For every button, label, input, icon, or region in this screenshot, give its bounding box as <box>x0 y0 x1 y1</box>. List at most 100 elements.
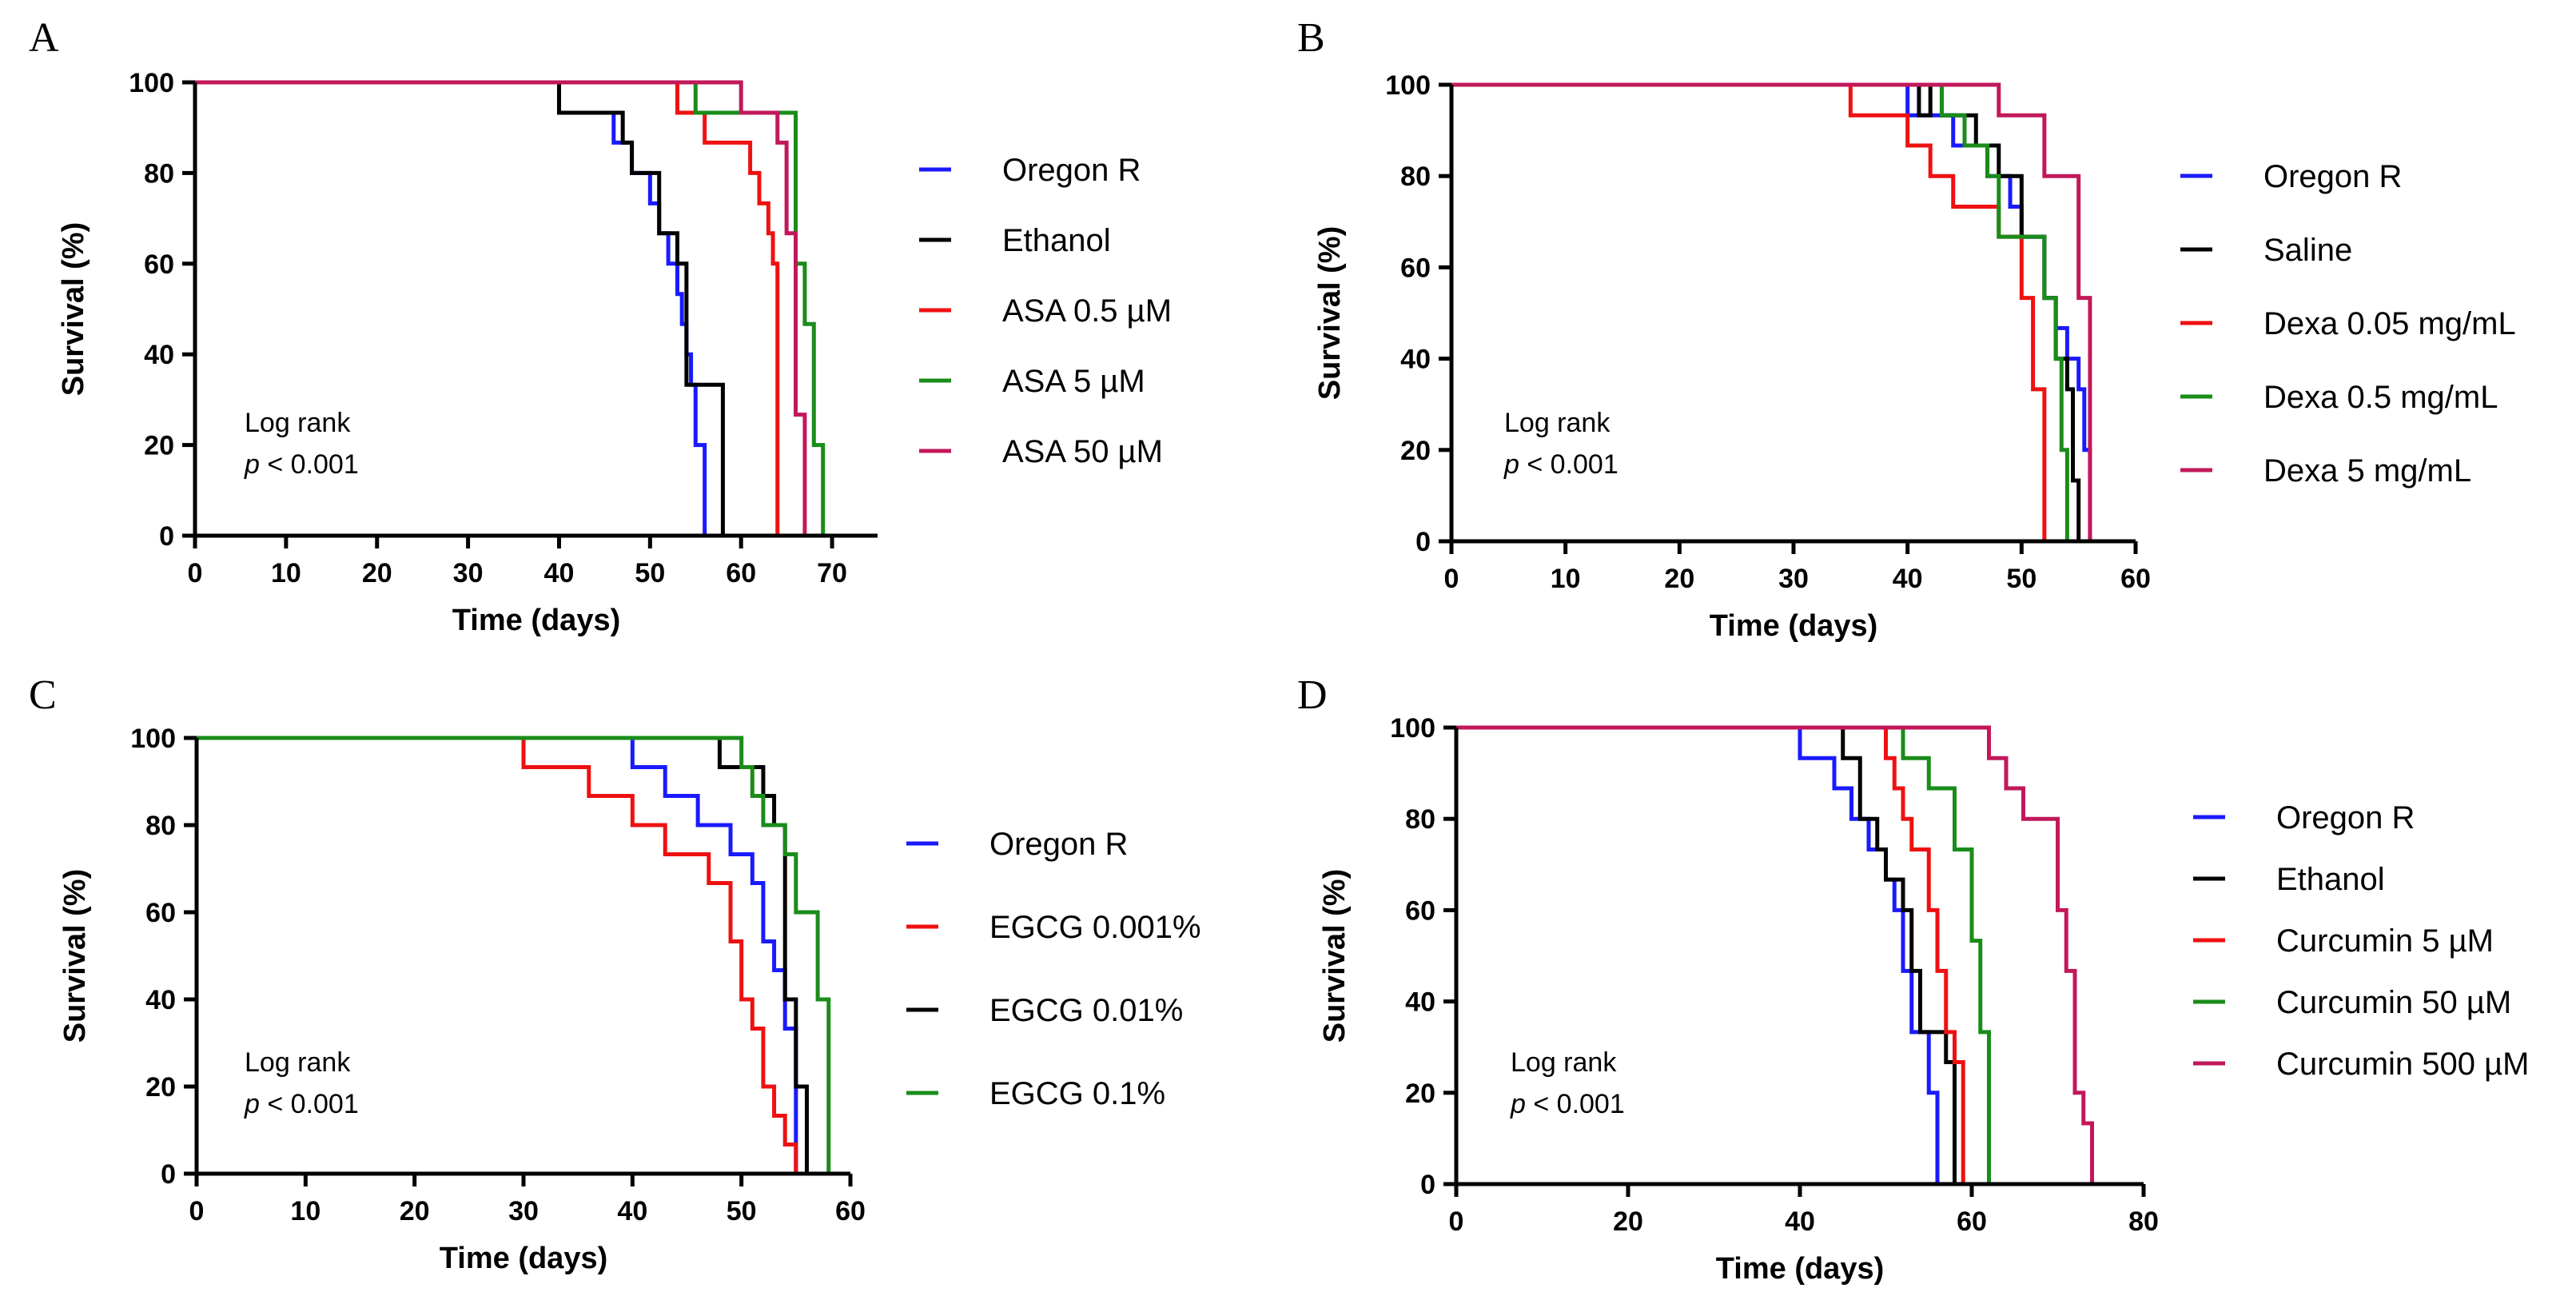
log-rank-label: Log rank <box>1511 1047 1617 1078</box>
y-tick-label: 80 <box>145 811 176 841</box>
legend-label: Oregon R <box>2263 159 2402 194</box>
legend-label: Ethanol <box>2276 862 2385 897</box>
panel-c: C 0 10 20 30 40 50 60 0 20 40 60 80 100 Time (days) Sur… <box>29 672 1201 1275</box>
y-tick-label: 0 <box>1420 1170 1435 1200</box>
y-tick-label: 20 <box>1400 436 1431 466</box>
x-tick-label: 0 <box>189 1196 205 1226</box>
x-tick-label: 10 <box>290 1196 321 1226</box>
panel-b: B 0 10 20 30 40 50 60 0 20 40 60 80 100 Time (days) Sur… <box>1297 15 2516 643</box>
y-tick-label: 60 <box>145 898 176 928</box>
y-tick-label: 40 <box>144 340 174 370</box>
y-tick-label: 0 <box>1415 527 1431 557</box>
y-tick-label: 0 <box>159 521 174 552</box>
x-tick-label: 0 <box>1449 1206 1464 1237</box>
legend-label: ASA 5 µM <box>1002 364 1145 399</box>
panel-letter: C <box>29 672 57 718</box>
x-axis-title: Time (days) <box>1710 609 1877 643</box>
x-tick-label: 20 <box>362 558 392 588</box>
legend-label: Curcumin 5 µM <box>2276 923 2494 959</box>
series-line-asa-0-5-m <box>195 80 780 536</box>
x-tick-label: 80 <box>2128 1206 2159 1237</box>
legend-label: Dexa 0.5 mg/mL <box>2263 380 2498 415</box>
p-value-label: p < 0.001 <box>1510 1089 1625 1119</box>
panel-a: A 0 10 20 30 40 50 60 70 0 20 40 60 80 100 Time (days) S… <box>29 15 1172 637</box>
x-tick-label: 20 <box>1613 1206 1643 1237</box>
y-tick-label: 80 <box>1405 804 1435 835</box>
series-line-saline <box>1451 82 2081 541</box>
y-tick-label: 40 <box>145 985 176 1015</box>
legend-label: ASA 50 µM <box>1002 434 1163 469</box>
y-tick-label: 60 <box>144 249 174 280</box>
legend-label: Oregon R <box>2276 800 2415 835</box>
y-tick-label: 60 <box>1400 253 1431 283</box>
panel-letter: B <box>1297 15 1325 61</box>
y-tick-label: 20 <box>144 431 174 461</box>
x-tick-label: 60 <box>2120 564 2151 594</box>
legend-label: Curcumin 50 µM <box>2276 985 2511 1020</box>
x-tick-label: 30 <box>508 1196 539 1226</box>
x-tick-label: 50 <box>2006 564 2037 594</box>
p-value: < 0.001 <box>260 1089 359 1119</box>
p-value: < 0.001 <box>1519 449 1618 480</box>
log-rank-label: Log rank <box>1504 408 1610 438</box>
y-tick-label: 100 <box>1385 70 1431 101</box>
x-tick-label: 70 <box>817 558 847 588</box>
x-tick-label: 0 <box>188 558 203 588</box>
y-tick-label: 0 <box>161 1159 176 1190</box>
x-tick-label: 40 <box>1893 564 1923 594</box>
log-rank-label: Log rank <box>245 408 351 438</box>
legend-label: Dexa 0.05 mg/mL <box>2263 306 2516 341</box>
y-tick-label: 80 <box>144 158 174 189</box>
y-axis-title: Survival (%) <box>1313 226 1347 401</box>
y-tick-label: 20 <box>145 1072 176 1103</box>
x-tick-label: 0 <box>1444 564 1459 594</box>
y-tick-label: 40 <box>1400 345 1431 375</box>
y-tick-label: 60 <box>1405 895 1435 926</box>
x-axis-title: Time (days) <box>1716 1252 1884 1286</box>
series-line-egcg-0-01- <box>197 736 809 1174</box>
series-line-ethanol <box>1456 725 1957 1184</box>
legend-label: Oregon R <box>1002 153 1141 188</box>
x-tick-label: 60 <box>1957 1206 1987 1237</box>
x-tick-label: 60 <box>835 1196 866 1226</box>
panel-d: D 0 20 40 60 80 0 20 40 60 80 100 Time (days) Surviva… <box>1297 672 2529 1286</box>
p-symbol: p <box>244 1089 260 1119</box>
legend-label: Curcumin 500 µM <box>2276 1047 2529 1082</box>
x-tick-label: 10 <box>1551 564 1581 594</box>
legend-label: EGCG 0.1% <box>989 1076 1165 1111</box>
p-value-label: p < 0.001 <box>244 1089 359 1119</box>
series-line-dexa-5-mg-ml <box>1451 82 2092 541</box>
x-axis-title: Time (days) <box>452 604 620 637</box>
p-value-label: p < 0.001 <box>1503 449 1618 480</box>
y-tick-label: 80 <box>1400 162 1431 192</box>
x-tick-label: 30 <box>1778 564 1809 594</box>
legend-label: Dexa 5 mg/mL <box>2263 453 2471 489</box>
series-line-dexa-0-5-mg-ml <box>1451 82 2069 541</box>
x-tick-label: 50 <box>727 1196 757 1226</box>
panel-letter: D <box>1297 672 1328 718</box>
log-rank-label: Log rank <box>245 1047 351 1078</box>
p-symbol: p <box>1510 1089 1526 1119</box>
y-axis-title: Survival (%) <box>58 869 92 1043</box>
series-line-curcumin-500-m <box>1456 725 2094 1184</box>
series-line-dexa-0-05-mg-ml <box>1451 82 2047 541</box>
p-value: < 0.001 <box>1526 1089 1625 1119</box>
x-tick-label: 20 <box>1664 564 1694 594</box>
legend-label: Saline <box>2263 233 2352 268</box>
series-line-curcumin-50-m <box>1456 725 1991 1184</box>
series-line-egcg-0-001- <box>197 736 798 1174</box>
y-axis-title: Survival (%) <box>57 222 90 397</box>
y-tick-label: 20 <box>1405 1079 1435 1109</box>
legend-label: Ethanol <box>1002 223 1111 258</box>
legend-label: EGCG 0.01% <box>989 993 1183 1028</box>
p-value-label: p < 0.001 <box>244 449 359 480</box>
x-tick-label: 30 <box>453 558 484 588</box>
p-value: < 0.001 <box>260 449 359 480</box>
x-tick-label: 40 <box>1785 1206 1815 1237</box>
panel-letter: A <box>29 15 59 61</box>
legend-label: Oregon R <box>989 827 1128 862</box>
series-line-ethanol <box>195 80 725 536</box>
p-symbol: p <box>244 449 260 480</box>
